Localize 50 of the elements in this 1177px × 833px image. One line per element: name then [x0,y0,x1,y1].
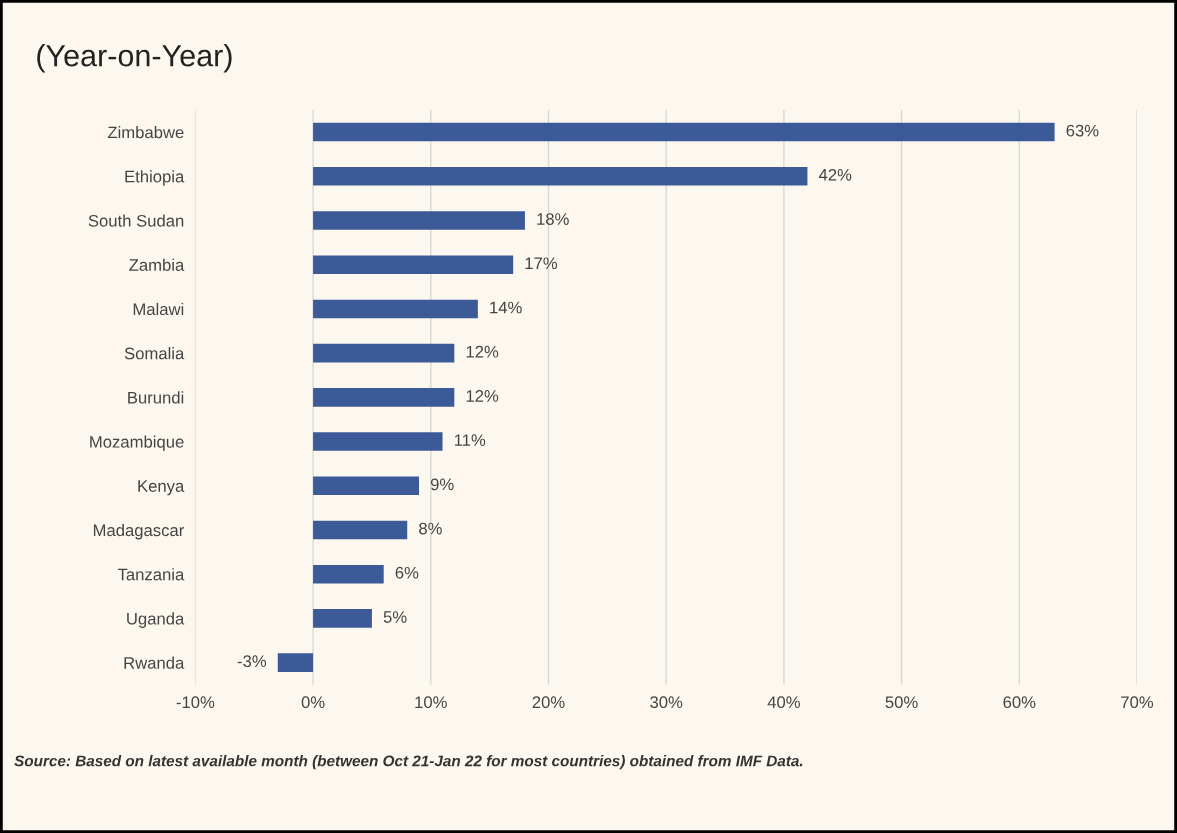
x-tick-label: 20% [532,696,565,709]
x-tick-label: 10% [415,696,447,709]
y-tick-label: Rwanda [124,656,185,669]
bar [313,211,525,230]
data-label: 42% [818,168,852,181]
data-label: 17% [525,257,558,270]
bar [313,166,808,186]
y-tick-label: Mozambique [90,435,184,452]
data-label: 9% [430,478,454,491]
bar [313,122,1055,142]
y-tick-label: Ethiopia [125,170,185,186]
y-tick-label: Zimbabwe [107,126,184,139]
source-note: Source: Based on latest available month (between Oct 21-Jan 22 for most countries) obtained from IMF Data. [14,755,803,770]
y-tick-label: South Sudan [88,214,184,227]
y-tick-label: Burundi [128,391,184,404]
chart-title: (Year-on-Year) [37,44,232,73]
bar [313,520,408,540]
bar [313,476,420,496]
bar [313,432,443,451]
x-tick-label: 60% [1003,696,1036,709]
bar [313,388,455,407]
data-label: 6% [395,566,419,579]
bar [313,564,384,584]
data-label: 12% [466,345,499,358]
data-label: 5% [383,611,407,623]
y-tick-label: Somalia [124,347,185,360]
data-label: 12% [466,390,499,402]
x-tick-label: 70% [1121,696,1154,709]
data-label: -3% [237,655,267,668]
data-label: 63% [1066,124,1099,137]
x-tick-label: -10% [176,696,215,709]
data-label: 11% [454,434,486,446]
bar [313,255,514,274]
data-label: 18% [537,213,569,225]
bar [313,343,455,363]
bar [313,609,372,628]
y-tick-label: Uganda [127,612,185,628]
bar [277,653,314,672]
x-tick-label: 0% [301,696,325,709]
x-tick-label: 30% [650,696,683,709]
data-label: 8% [419,522,442,535]
y-tick-label: Kenya [138,480,185,496]
y-tick-label: Malawi [133,302,184,316]
y-tick-label: Madagascar [93,523,184,540]
y-tick-label: Zambia [129,258,185,271]
y-tick-label: Tanzania [117,568,185,581]
x-tick-label: 40% [767,696,800,709]
data-label: 14% [490,301,522,314]
bar [313,299,478,319]
x-tick-label: 50% [885,696,918,709]
